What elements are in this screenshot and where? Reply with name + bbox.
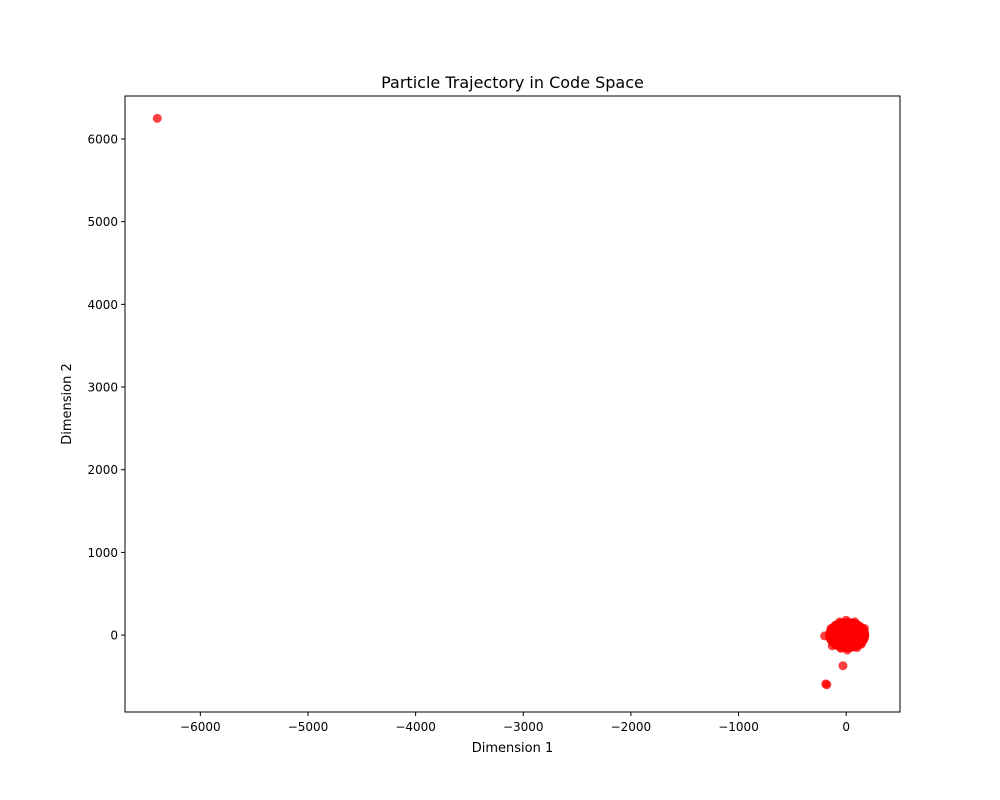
axes: −6000 −5000 −4000 −3000 −2000 −1000 0 0 1000 2000… <box>87 132 850 734</box>
plot-area-frame <box>124 95 901 713</box>
scatter-point <box>856 639 866 649</box>
scatter-point <box>834 633 844 643</box>
scatter-point <box>152 113 162 123</box>
y-tick-label: 5000 <box>87 215 118 229</box>
x-tick-label: −2000 <box>611 720 652 734</box>
scatter-point <box>859 623 869 633</box>
chart-title: Particle Trajectory in Code Space <box>381 73 644 92</box>
data-points <box>152 113 870 690</box>
scatter-point <box>844 622 854 632</box>
scatter-point <box>858 632 868 642</box>
x-tick-label: −3000 <box>503 720 544 734</box>
y-tick-label: 2000 <box>87 463 118 477</box>
y-tick-label: 4000 <box>87 298 118 312</box>
scatter-point <box>838 661 848 671</box>
y-tick-label: 3000 <box>87 381 118 395</box>
scatter-point <box>848 629 858 639</box>
scatter-point <box>822 680 832 690</box>
y-tick-label: 0 <box>110 629 118 643</box>
y-tick-label: 6000 <box>87 132 118 146</box>
x-tick-label: −6000 <box>180 720 221 734</box>
y-tick-label: 1000 <box>87 546 118 560</box>
y-axis-label: Dimension 2 <box>60 363 75 445</box>
x-axis-label: Dimension 1 <box>472 741 554 756</box>
x-tick-label: 0 <box>842 720 850 734</box>
x-tick-label: −4000 <box>395 720 436 734</box>
scatter-point <box>827 641 837 651</box>
x-tick-label: −5000 <box>288 720 329 734</box>
x-tick-label: −1000 <box>718 720 759 734</box>
